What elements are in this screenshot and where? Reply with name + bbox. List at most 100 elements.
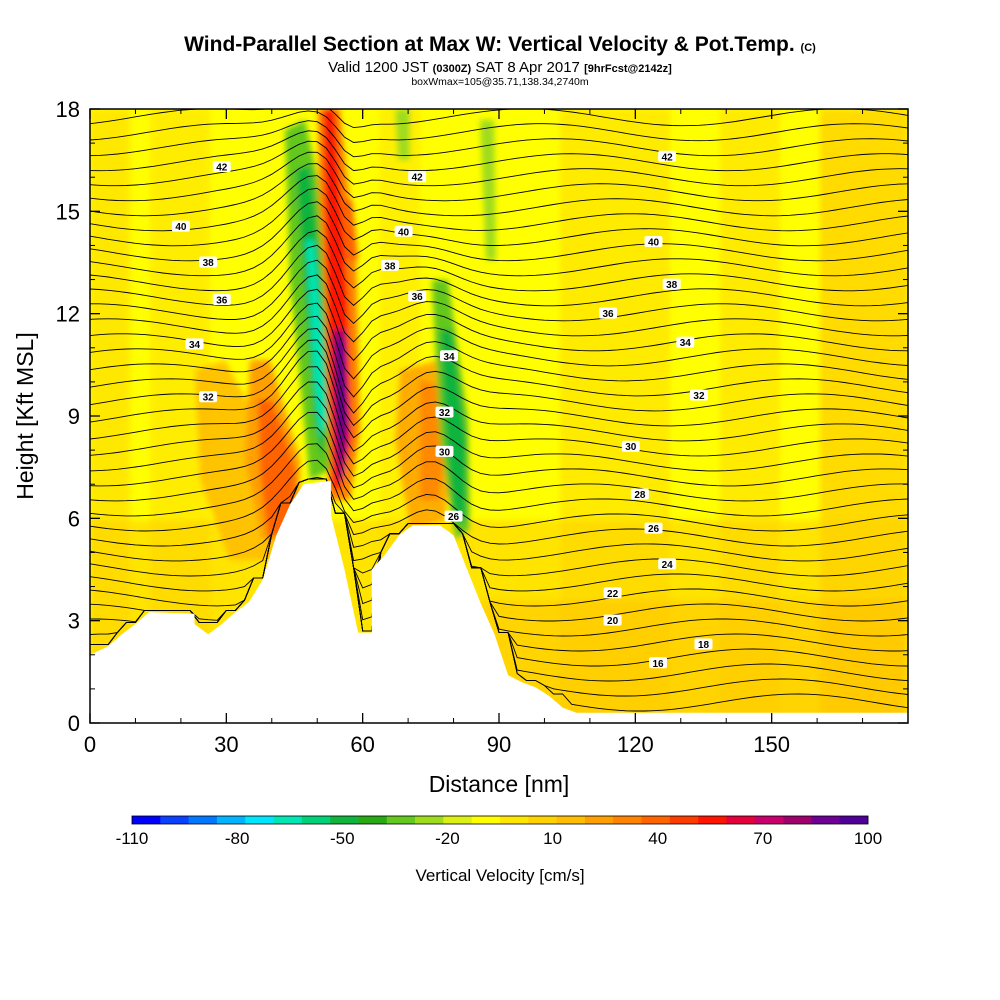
contour-label-box <box>185 338 204 350</box>
contour-label-box <box>658 558 677 570</box>
colorbar-label: Vertical Velocity [cm/s] <box>415 866 584 885</box>
colorbar-swatch <box>132 816 161 824</box>
contour-label-text: 22 <box>607 589 619 600</box>
contour-label-box <box>649 657 668 669</box>
colorbar-swatch <box>471 816 501 824</box>
x-tick-label: 0 <box>84 732 96 757</box>
contour-label: 40 <box>171 220 190 233</box>
contour-label-text: 32 <box>693 391 705 402</box>
colorbar-swatch <box>783 816 812 824</box>
y-tick-label: 12 <box>56 302 80 327</box>
contour-label-box <box>440 350 459 362</box>
colorbar-tick-label: -50 <box>330 829 355 848</box>
isentrope-line <box>90 339 908 427</box>
colorbar-tick-label: -80 <box>225 829 250 848</box>
isentrope-line <box>90 274 908 343</box>
contour-label-text: 40 <box>648 238 660 249</box>
x-tick-label: 150 <box>753 732 790 757</box>
y-tick-label: 18 <box>56 97 80 122</box>
contour-label: 34 <box>440 350 459 363</box>
isentrope-line <box>90 328 908 414</box>
x-axis-label: Distance [nm] <box>429 771 570 797</box>
contour-label-box <box>603 587 622 599</box>
contour-label: 26 <box>644 522 663 535</box>
contour-label-text: 34 <box>680 338 692 349</box>
isentrope-line <box>90 130 908 172</box>
x-axis: 0 30 60 90 120 150 <box>84 109 864 757</box>
contour-label: 40 <box>644 236 663 249</box>
contour-label-box <box>676 336 695 348</box>
isentrope-line <box>90 477 908 547</box>
contour-label: 16 <box>649 657 668 670</box>
contour-label: 24 <box>658 558 677 571</box>
contour-label-box <box>212 160 231 172</box>
isentrope-line <box>90 120 908 158</box>
contour-label-box <box>212 294 231 306</box>
contour-label-box <box>380 259 399 271</box>
colorbar: -110 -80 -50 -20 10 40 70 100 <box>116 815 882 848</box>
contour-label: 40 <box>394 225 413 238</box>
chart-box-info: boxWmax=105@35.71,138.34,2740m <box>411 76 589 88</box>
colorbar-tick-label: 10 <box>543 829 562 848</box>
isentrope-line <box>90 215 908 277</box>
contour-label: 36 <box>212 294 231 307</box>
colorbar-swatch <box>754 816 784 824</box>
colorbar-swatch <box>415 816 444 824</box>
contour-label: 22 <box>603 587 622 600</box>
contour-label-box <box>435 406 454 418</box>
contour-label-box <box>694 638 713 650</box>
contour-label: 32 <box>689 389 708 402</box>
isentrope-line <box>90 163 908 217</box>
contour-label: 20 <box>603 614 622 627</box>
colorbar-swatch <box>613 816 642 824</box>
isentrope-line <box>90 478 908 592</box>
contour-label-text: 36 <box>216 296 228 307</box>
contour-label-box <box>199 256 218 268</box>
colorbar-swatch <box>556 816 586 824</box>
contour-label-text: 42 <box>412 173 424 184</box>
isentrope-line <box>90 110 908 143</box>
y-tick-label: 3 <box>68 609 80 634</box>
contour-label-box <box>408 290 427 302</box>
contour-label-text: 32 <box>439 408 451 419</box>
contour-label-box <box>394 225 413 237</box>
contour-label: 34 <box>676 336 695 349</box>
colorbar-tick-label: 70 <box>753 829 772 848</box>
contour-label-text: 24 <box>662 560 674 571</box>
isentrope-line <box>90 151 908 202</box>
isentrope-line <box>90 478 908 622</box>
contour-label: 30 <box>435 445 454 458</box>
y-tick-label: 0 <box>68 711 80 736</box>
contour-label-box <box>630 488 649 500</box>
contour-label-box <box>603 614 622 626</box>
colorbar-frame <box>131 815 869 825</box>
chart-title: Wind-Parallel Section at Max W: Vertical… <box>184 33 816 56</box>
colorbar-tick-label: 40 <box>648 829 667 848</box>
contour-label-box <box>599 307 618 319</box>
contour-label-text: 42 <box>662 152 674 163</box>
colorbar-swatch <box>216 816 246 824</box>
contour-label-text: 34 <box>189 340 201 351</box>
y-tick-label: 9 <box>68 404 80 429</box>
colorbar-swatch <box>669 816 699 824</box>
chart-titles: Wind-Parallel Section at Max W: Vertical… <box>0 33 1000 89</box>
contour-label-box <box>621 440 640 452</box>
contour-label-box <box>689 389 708 401</box>
contour-label-text: 26 <box>448 512 460 523</box>
colorbar-swatch <box>358 816 388 824</box>
isentrope-line <box>90 459 908 532</box>
isentrope-line <box>90 427 908 502</box>
contour-label: 42 <box>408 171 427 184</box>
contour-label-text: 30 <box>625 442 637 453</box>
x-tick-label: 90 <box>487 732 511 757</box>
colorbar-swatch <box>245 816 274 824</box>
contour-label-text: 40 <box>175 222 187 233</box>
contour-label: 32 <box>199 391 218 404</box>
isentrope-line <box>90 175 908 232</box>
colorbar-swatch <box>188 816 218 824</box>
contour-label-text: 28 <box>634 490 646 501</box>
colorbar-swatch <box>160 816 189 824</box>
contour-label-text: 36 <box>412 292 424 303</box>
contour-label-text: 20 <box>607 616 619 627</box>
